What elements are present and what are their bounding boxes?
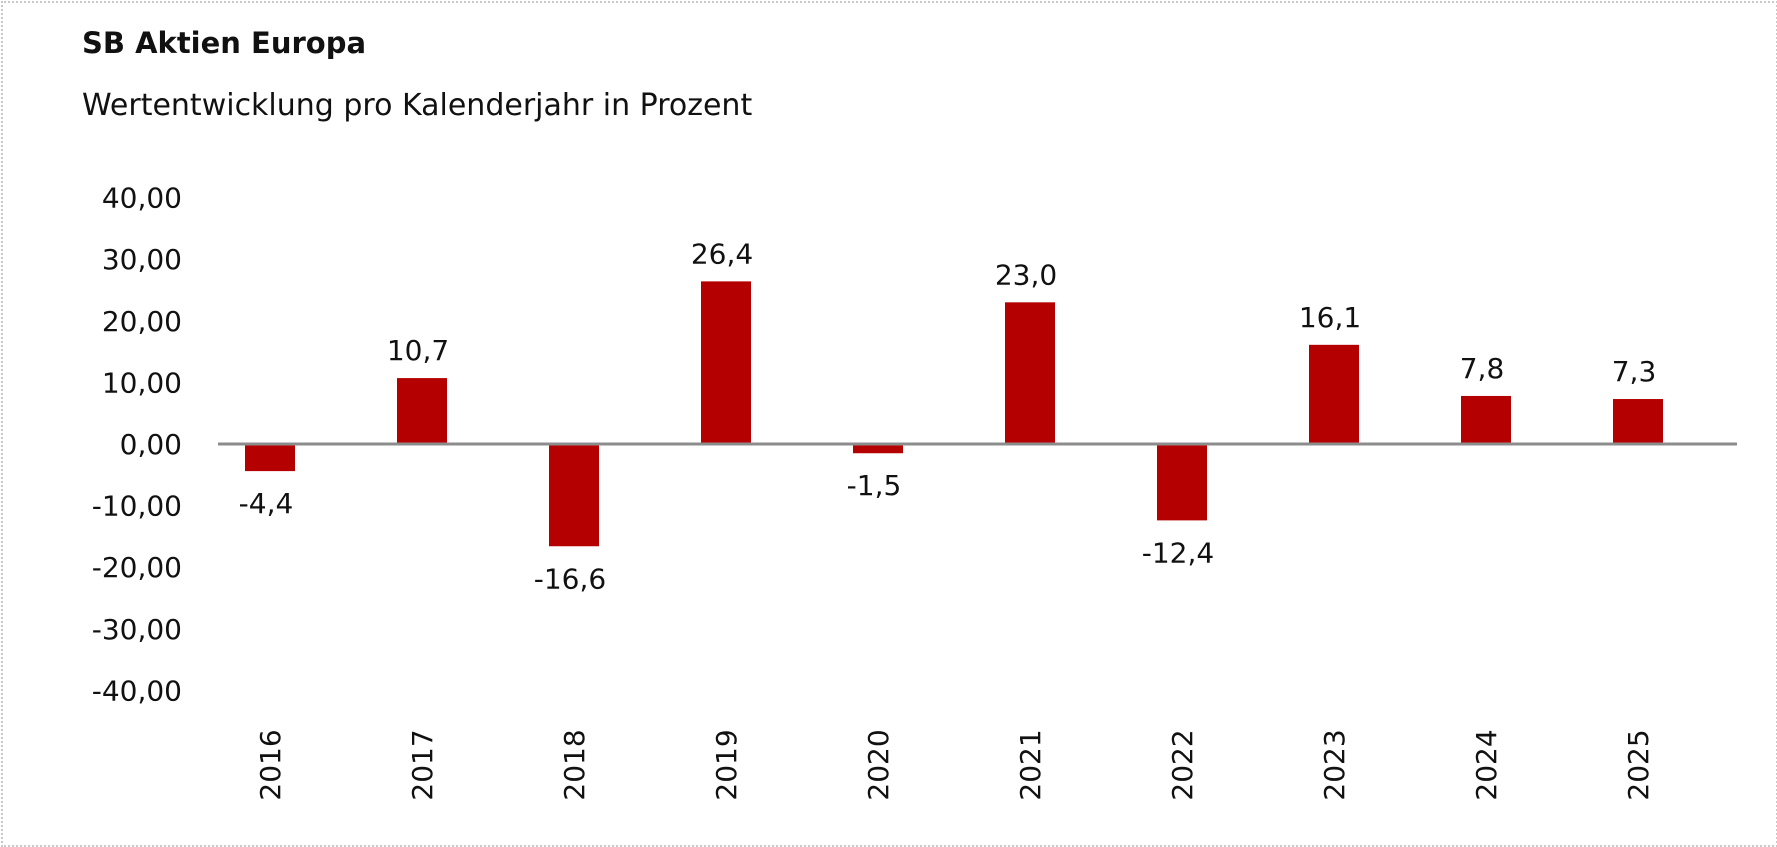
bar — [549, 444, 599, 547]
y-tick-label: -30,00 — [92, 613, 182, 646]
x-tick-label: 2020 — [862, 729, 895, 800]
bar — [1461, 395, 1511, 444]
y-tick-label: 40,00 — [102, 182, 182, 215]
data-label: 26,4 — [691, 237, 753, 270]
bar — [853, 444, 903, 454]
x-tick-label: 2023 — [1318, 729, 1351, 800]
data-label: 7,8 — [1460, 352, 1505, 385]
bar — [1005, 302, 1055, 444]
chart-subtitle: Wertentwicklung pro Kalenderjahr in Proz… — [82, 88, 753, 123]
y-tick-label: 10,00 — [102, 366, 182, 399]
x-tick-label: 2025 — [1622, 729, 1655, 800]
x-tick-label: 2024 — [1470, 729, 1503, 800]
data-label: 10,7 — [387, 334, 449, 367]
bar — [397, 378, 447, 444]
y-tick-label: 0,00 — [120, 428, 182, 461]
data-label: -12,4 — [1142, 536, 1214, 569]
y-tick-label: 30,00 — [102, 243, 182, 276]
data-label: 7,3 — [1612, 355, 1657, 388]
bar — [1309, 344, 1359, 444]
chart-title: SB Aktien Europa — [82, 26, 367, 60]
y-tick-label: 20,00 — [102, 305, 182, 338]
data-label: 16,1 — [1299, 301, 1361, 334]
y-tick-label: -40,00 — [92, 674, 182, 707]
x-tick-label: 2022 — [1166, 729, 1199, 800]
bar — [1613, 399, 1663, 444]
x-tick-label: 2019 — [710, 729, 743, 800]
x-tick-label: 2018 — [558, 729, 591, 800]
bar — [245, 444, 295, 472]
data-label: -4,4 — [239, 487, 294, 520]
data-label: 23,0 — [995, 258, 1057, 291]
bar — [1157, 444, 1207, 521]
data-label: -16,6 — [534, 562, 606, 595]
x-tick-label: 2017 — [406, 729, 439, 800]
x-tick-label: 2016 — [254, 729, 287, 800]
y-tick-label: -20,00 — [92, 551, 182, 584]
data-label: -1,5 — [847, 469, 902, 502]
bar — [701, 281, 751, 444]
x-tick-label: 2021 — [1014, 729, 1047, 800]
y-tick-label: -10,00 — [92, 490, 182, 523]
